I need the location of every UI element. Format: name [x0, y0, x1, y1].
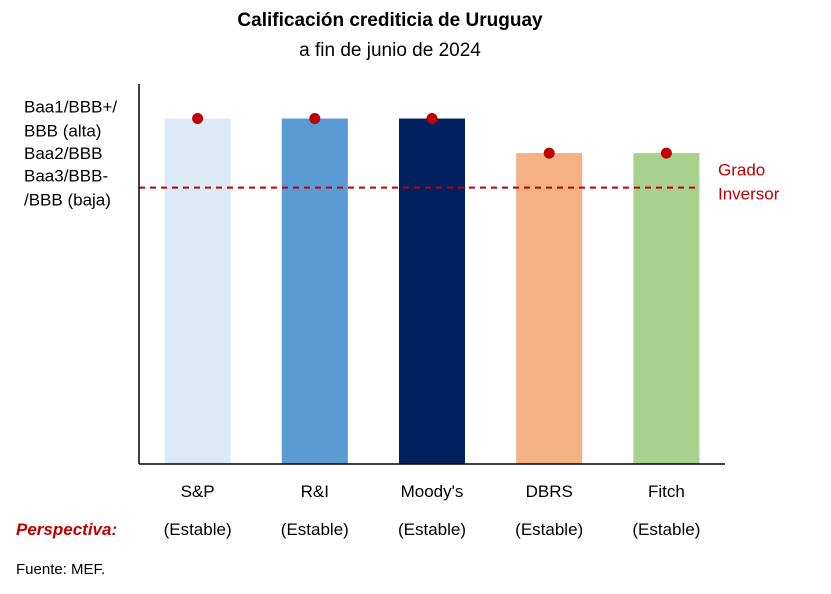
perspective-1: (Estable): [281, 520, 349, 539]
category-label-1: R&I: [301, 482, 329, 501]
perspective-4: (Estable): [632, 520, 700, 539]
y-tick-label-2-0: Baa3/BBB-: [24, 167, 108, 186]
y-tick-label-1-0: Baa2/BBB: [24, 144, 102, 163]
rating-marker-3: [543, 147, 555, 159]
category-labels: S&P R&I Moody's DBRS Fitch: [181, 482, 685, 501]
y-axis-tick-labels: Baa1/BBB+/ BBB (alta) Baa2/BBB Baa3/BBB- /BB…: [24, 98, 117, 210]
perspective-values: (Estable) (Estable) (Estable) (Estable) (Est…: [164, 520, 701, 539]
y-tick-label-2-1: /BBB (baja): [24, 191, 111, 210]
perspective-3: (Estable): [515, 520, 583, 539]
y-tick-label-0-1: BBB (alta): [24, 122, 101, 141]
threshold-label-0: Grado: [718, 161, 765, 180]
bar-2: [399, 118, 465, 464]
rating-markers: [192, 113, 672, 159]
source-note: Fuente: MEF.: [16, 561, 105, 578]
investment-grade-threshold: Grado Inversor: [139, 161, 780, 204]
rating-marker-4: [660, 147, 672, 159]
bar-3: [516, 153, 583, 464]
threshold-label-1: Inversor: [718, 185, 780, 204]
bar-1: [281, 118, 348, 464]
perspective-label: Perspectiva:: [16, 520, 117, 539]
category-label-0: S&P: [181, 482, 215, 501]
bars: [164, 118, 700, 464]
rating-marker-1: [309, 113, 321, 125]
rating-marker-2: [426, 113, 438, 125]
category-label-4: Fitch: [648, 482, 685, 501]
bar-0: [164, 118, 231, 464]
perspective-0: (Estable): [164, 520, 232, 539]
category-label-2: Moody's: [401, 482, 464, 501]
bar-4: [633, 153, 700, 464]
chart-title: Calificación crediticia de Uruguay: [237, 10, 543, 31]
category-label-3: DBRS: [526, 482, 573, 501]
perspective-2: (Estable): [398, 520, 466, 539]
rating-marker-0: [192, 113, 204, 125]
y-tick-label-0-0: Baa1/BBB+/: [24, 98, 117, 117]
chart-subtitle: a fin de junio de 2024: [299, 40, 481, 61]
